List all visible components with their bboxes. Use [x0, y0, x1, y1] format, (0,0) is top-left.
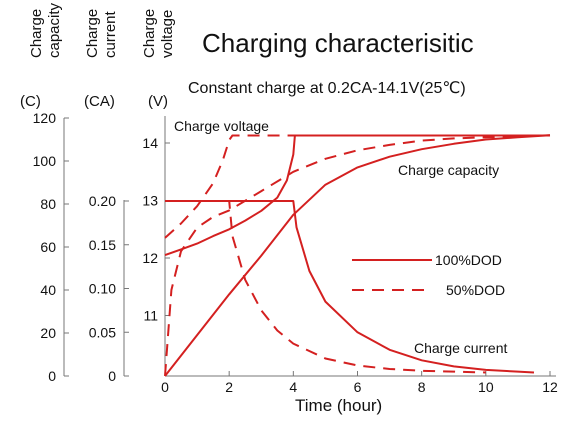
current-tick-label: 0.20 — [89, 193, 116, 209]
x-tick-label: 10 — [478, 379, 494, 395]
capacity-axis-title-line2: capacity — [46, 2, 63, 58]
voltage-axis-title-line2: voltage — [159, 10, 176, 58]
capacity-tick-label: 100 — [33, 153, 57, 169]
voltage-axis-unit: (V) — [148, 93, 168, 110]
legend-100dod-label: 100%DOD — [435, 252, 502, 268]
capacity-tick-label: 20 — [40, 325, 56, 341]
current-axis-title-line1: Charge — [84, 9, 101, 58]
series-capacity-50dod-line — [164, 134, 551, 377]
current-tick-label: 0.10 — [89, 281, 116, 297]
x-ticks: 0 2 4 6 8 10 12 — [161, 371, 558, 395]
x-tick-label: 8 — [418, 379, 426, 395]
series-current-50dod-line — [165, 200, 486, 374]
capacity-axis-unit: (C) — [20, 93, 41, 110]
current-axis-unit: (CA) — [84, 93, 115, 110]
charge-capacity-annotation: Charge capacity — [398, 162, 499, 178]
voltage-tick-label: 11 — [143, 308, 158, 324]
charge-current-annotation: Charge current — [414, 340, 507, 356]
current-tick-label: 0.15 — [89, 237, 116, 253]
charge-voltage-annotation: Charge voltage — [174, 118, 269, 134]
legend-50dod-label: 50%DOD — [446, 282, 505, 298]
x-tick-label: 4 — [289, 379, 297, 395]
voltage-axis-title-line1: Charge — [141, 9, 158, 58]
capacity-tick-label: 80 — [40, 196, 56, 212]
capacity-axis-title-line1: Charge — [28, 9, 45, 58]
capacity-ticks: 0 20 40 60 80 100 120 — [33, 110, 69, 384]
current-axis-title-line2: current — [102, 10, 119, 58]
series-voltage-50dod-line — [164, 134, 550, 239]
chart-subtitle: Constant charge at 0.2CA-14.1V(25℃) — [188, 80, 466, 97]
capacity-tick-label: 40 — [40, 282, 56, 298]
current-tick-label: 0.05 — [89, 324, 116, 340]
voltage-tick-label: 12 — [142, 250, 158, 266]
current-ticks: 0 0.05 0.10 0.15 0.20 — [89, 193, 129, 384]
chart-title: Charging characterisitic — [202, 28, 474, 58]
current-tick-label: 0 — [108, 368, 116, 384]
capacity-tick-label: 0 — [48, 368, 56, 384]
series-voltage-100dod-line — [164, 134, 550, 257]
x-tick-label: 0 — [161, 379, 169, 395]
capacity-tick-label: 120 — [33, 110, 57, 126]
x-axis-title: Time (hour) — [295, 396, 382, 415]
voltage-tick-label: 14 — [142, 135, 158, 151]
x-tick-label: 2 — [225, 379, 233, 395]
series-layer — [164, 134, 551, 377]
x-tick-label: 6 — [354, 379, 362, 395]
voltage-ticks: 11 12 13 14 — [142, 135, 170, 324]
series-current-100dod-line — [165, 200, 535, 374]
voltage-tick-label: 13 — [142, 193, 158, 209]
capacity-tick-label: 60 — [40, 239, 56, 255]
x-tick-label: 12 — [542, 379, 558, 395]
series-capacity-100dod-line — [164, 134, 551, 377]
